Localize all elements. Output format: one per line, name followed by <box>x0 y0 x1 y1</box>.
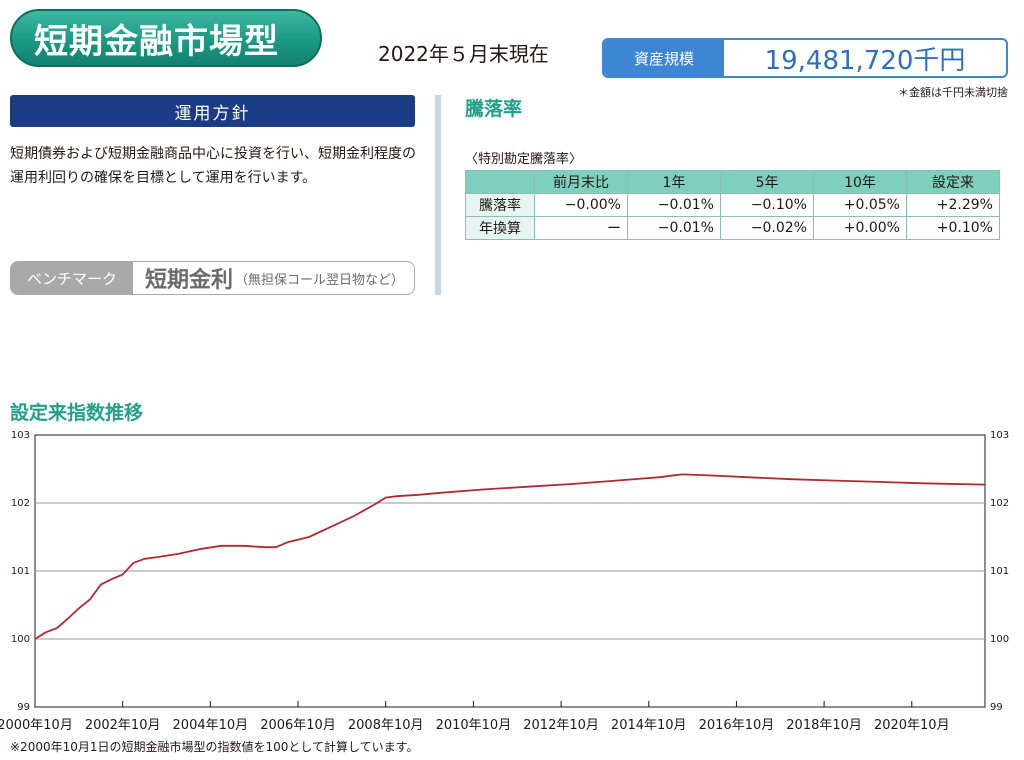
returns-row-label: 年換算 <box>465 216 535 240</box>
x-tick-label: 2000年10月 <box>0 718 73 733</box>
returns-cell: +2.29% <box>906 193 1000 217</box>
x-tick-label: 2008年10月 <box>348 718 424 733</box>
returns-col-header: 1年 <box>627 170 721 194</box>
as-of-date: 2022年５月末現在 <box>378 42 549 66</box>
returns-table: 前月末比 1年 5年 10年 設定来 騰落率 −0.00% −0.01% −0.… <box>465 170 1000 240</box>
policy-text: 短期債券および短期金融商品中心に投資を行い、短期金利程度の運用利回りの確保を目標… <box>10 146 416 186</box>
x-tick-label: 2006年10月 <box>260 718 336 733</box>
chart-note: ※2000年10月1日の短期金融市場型の指数値を100として計算しています。 <box>10 740 419 754</box>
x-tick-label: 2020年10月 <box>874 718 950 733</box>
x-tick-label: 2010年10月 <box>436 718 512 733</box>
index-series-line <box>34 473 986 640</box>
returns-cell: ー <box>534 216 628 240</box>
returns-cell: −0.01% <box>627 193 721 217</box>
y-tick-label-left: 100 <box>11 634 30 645</box>
benchmark-name: 短期金利 <box>145 268 234 293</box>
asset-size-box: 資産規模 19,481,720千円 <box>602 38 1008 78</box>
x-tick-label: 2016年10月 <box>699 718 775 733</box>
y-tick-label-left: 102 <box>11 498 30 509</box>
y-tick-label-left: 101 <box>11 566 30 577</box>
returns-heading: 騰落率 <box>465 98 523 120</box>
x-tick-label: 2018年10月 <box>786 718 862 733</box>
returns-subheading: 〈特別勘定騰落率〉 <box>465 152 583 167</box>
policy-heading: 運用方針 <box>10 95 415 127</box>
returns-header-row: 前月末比 1年 5年 10年 設定来 <box>465 170 1000 194</box>
returns-col-header: 5年 <box>720 170 814 194</box>
fund-title: 短期金融市場型 <box>10 9 322 67</box>
x-tick-label: 2012年10月 <box>523 718 599 733</box>
asset-size-note: ＊金額は千円未満切捨 <box>898 86 1008 99</box>
benchmark-box: ベンチマーク 短期金利 （無担保コール翌日物など） <box>10 261 415 295</box>
returns-col-header: 前月末比 <box>534 170 628 194</box>
returns-cell: +0.00% <box>813 216 907 240</box>
asset-size-value: 19,481,720千円 <box>764 45 966 76</box>
x-tick-label: 2004年10月 <box>173 718 249 733</box>
returns-row-label: 騰落率 <box>465 193 535 217</box>
y-tick-label-left: 103 <box>11 430 30 441</box>
returns-cell: +0.05% <box>813 193 907 217</box>
returns-row: 騰落率 −0.00% −0.01% −0.10% +0.05% +2.29% <box>465 193 1000 217</box>
y-tick-label-right: 102 <box>990 498 1009 509</box>
returns-cell: −0.02% <box>720 216 814 240</box>
section-divider <box>435 95 441 295</box>
returns-col-header <box>465 170 535 194</box>
x-tick-label: 2014年10月 <box>611 718 687 733</box>
asset-size-label: 資産規模 <box>604 40 724 76</box>
returns-cell: +0.10% <box>906 216 1000 240</box>
returns-col-header: 設定来 <box>906 170 1000 194</box>
benchmark-label: ベンチマーク <box>11 262 133 294</box>
y-tick-label-right: 103 <box>990 430 1009 441</box>
y-tick-label-right: 100 <box>990 634 1009 645</box>
benchmark-detail: （無担保コール翌日物など） <box>235 272 405 288</box>
x-tick-label: 2002年10月 <box>85 718 161 733</box>
chart-heading: 設定来指数推移 <box>10 402 144 424</box>
returns-cell: −0.01% <box>627 216 721 240</box>
y-tick-label-left: 99 <box>17 702 30 713</box>
y-tick-label-right: 99 <box>990 702 1003 713</box>
y-tick-label-right: 101 <box>990 566 1009 577</box>
returns-row: 年換算 ー −0.01% −0.02% +0.00% +0.10% <box>465 216 1000 240</box>
